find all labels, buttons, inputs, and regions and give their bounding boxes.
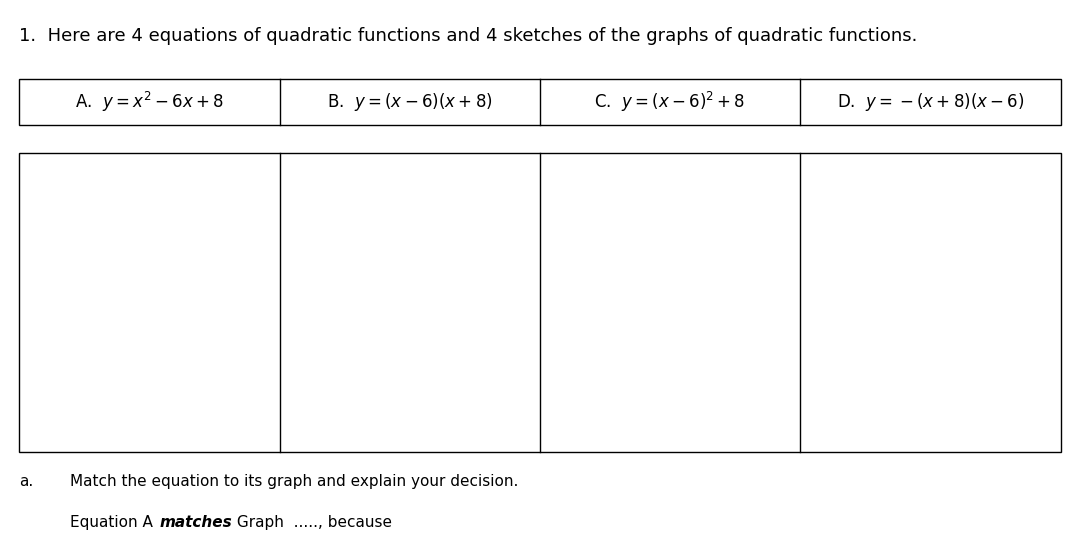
Text: Q: Q xyxy=(329,333,340,347)
Text: $y$: $y$ xyxy=(879,171,890,185)
Text: 3.: 3. xyxy=(557,171,571,186)
Text: A.  $y = x^2 - 6x + 8$: A. $y = x^2 - 6x + 8$ xyxy=(76,90,224,114)
Text: Equation A: Equation A xyxy=(70,515,158,530)
Text: S: S xyxy=(969,378,977,392)
Text: R: R xyxy=(659,393,669,407)
Text: 1.  Here are 4 equations of quadratic functions and 4 sketches of the graphs of : 1. Here are 4 equations of quadratic fun… xyxy=(19,27,918,45)
Text: $x$: $x$ xyxy=(519,308,530,322)
Text: B.  $y = (x - 6)(x + 8)$: B. $y = (x - 6)(x + 8)$ xyxy=(327,91,492,113)
Text: 1.: 1. xyxy=(38,170,53,185)
Text: 2.: 2. xyxy=(297,171,311,186)
Text: $x$: $x$ xyxy=(1040,272,1051,286)
Text: matches: matches xyxy=(160,515,232,530)
Text: $x$: $x$ xyxy=(773,374,784,388)
Text: 4.: 4. xyxy=(818,171,832,185)
Text: Match the equation to its graph and explain your decision.: Match the equation to its graph and expl… xyxy=(70,474,518,489)
Text: $y$: $y$ xyxy=(612,171,623,186)
Text: D.  $y = -(x + 8)(x - 6)$: D. $y = -(x + 8)(x - 6)$ xyxy=(837,91,1024,113)
Text: $x$: $x$ xyxy=(249,356,259,371)
Text: $y$: $y$ xyxy=(407,171,417,186)
Text: a.: a. xyxy=(19,474,33,489)
Text: $y$: $y$ xyxy=(56,174,67,190)
Text: Graph  ....., because: Graph ....., because xyxy=(232,515,392,530)
Text: C.  $y = (x - 6)^2 + 8$: C. $y = (x - 6)^2 + 8$ xyxy=(594,90,746,114)
Text: P: P xyxy=(165,391,174,405)
